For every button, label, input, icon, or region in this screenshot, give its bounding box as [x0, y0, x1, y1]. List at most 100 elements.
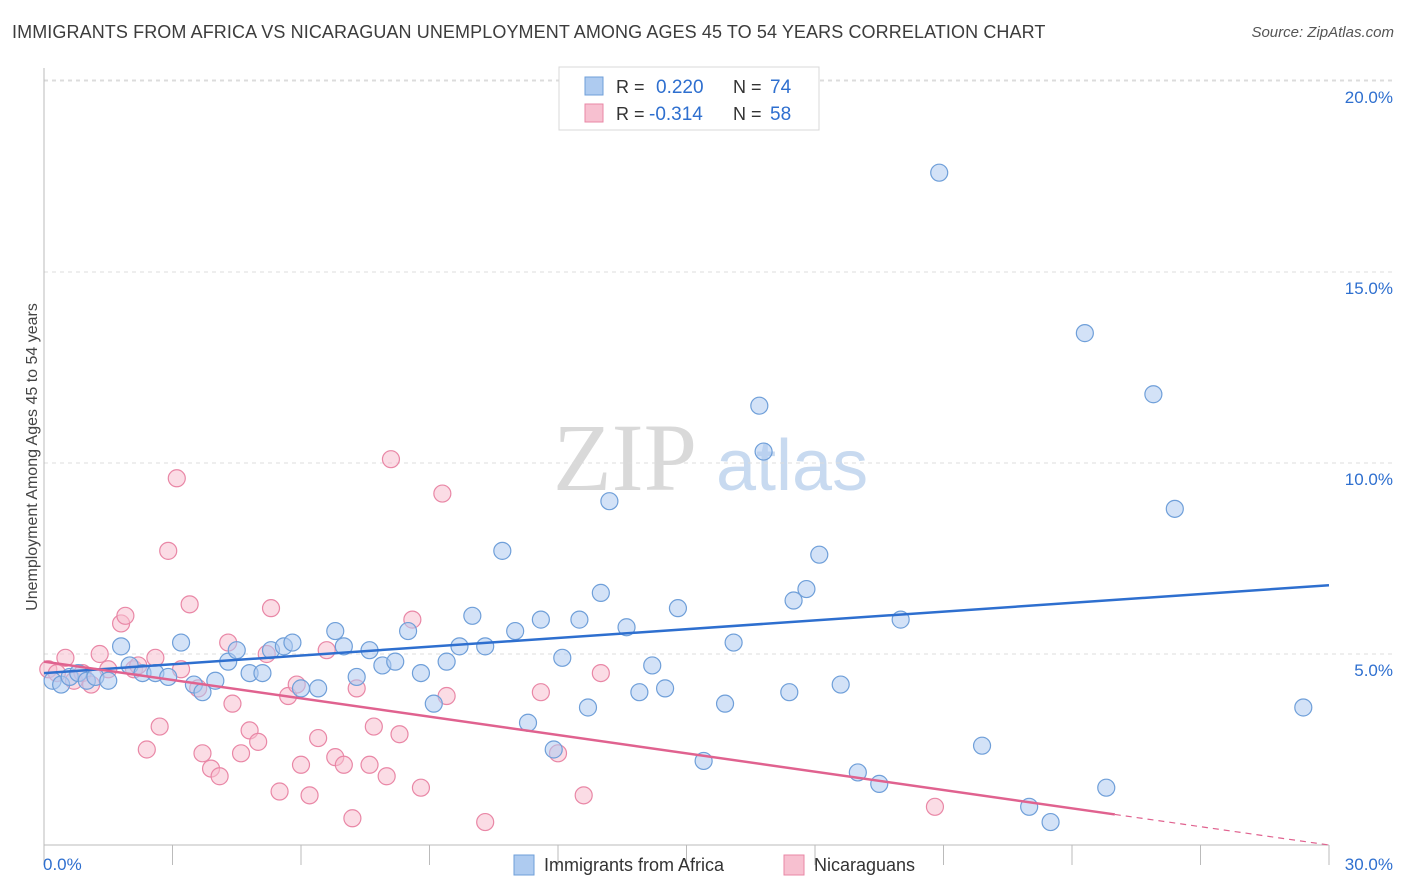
africa-point — [398, 621, 418, 641]
africa-point — [810, 545, 829, 564]
nicaraguan-point — [56, 648, 75, 667]
africa-point — [111, 637, 131, 656]
africa-point — [411, 663, 431, 683]
x-tick-label-max: 30.0% — [1345, 855, 1393, 874]
nicaraguan-point — [591, 663, 610, 683]
legend-swatch-nicaraguans — [783, 854, 805, 876]
nicaraguan-point — [291, 755, 311, 774]
nicaraguan-point — [116, 606, 135, 625]
stats-n-label-pink: N = — [733, 104, 762, 124]
nicaraguan-point — [381, 450, 401, 469]
stats-legend: R = 0.220 N = 74 R = -0.314 N = 58 — [558, 66, 820, 131]
africa-point — [1294, 698, 1313, 717]
africa-point — [930, 163, 949, 182]
africa-point — [630, 683, 649, 702]
nicaraguan-trend-line — [43, 660, 1116, 816]
nicaraguan-point — [317, 641, 336, 660]
stats-n-value-pink: 58 — [770, 104, 791, 125]
nicaraguan-point — [309, 728, 328, 748]
y-tick-labels: 5.0% 10.0% 15.0% 20.0% — [1345, 88, 1393, 680]
nicaraguan-point — [231, 744, 251, 763]
africa-point — [715, 694, 735, 713]
africa-point — [570, 610, 589, 629]
y-tick-label: 10.0% — [1345, 470, 1393, 489]
africa-point — [655, 679, 675, 698]
nicaraguan-point — [193, 744, 212, 763]
stats-r-value-pink: -0.314 — [649, 104, 703, 125]
africa-point — [253, 663, 272, 683]
stats-n-value-blue: 74 — [770, 77, 792, 98]
stats-n-label-blue: N = — [733, 77, 762, 97]
africa-point — [386, 652, 405, 671]
watermark-atlas: atlas — [716, 426, 868, 506]
africa-point — [159, 667, 178, 687]
nicaraguan-point — [531, 683, 550, 702]
nicaraguan-point — [90, 644, 109, 664]
africa-point — [1075, 324, 1094, 343]
africa-point — [309, 679, 328, 698]
africa-point — [347, 667, 366, 687]
africa-point — [283, 633, 302, 652]
nicaraguan-point — [150, 717, 169, 736]
africa-point — [463, 606, 482, 625]
nicaraguan-point — [433, 484, 452, 503]
nicaraguan-point — [364, 717, 383, 736]
legend-label-africa: Immigrants from Africa — [544, 855, 725, 875]
africa-point — [424, 694, 443, 713]
africa-point — [531, 610, 550, 629]
nicaraguan-point — [574, 786, 593, 805]
africa-point — [291, 679, 311, 698]
nicaraguan-point — [300, 786, 319, 805]
trend-lines — [43, 583, 1330, 846]
y-tick-label: 20.0% — [1345, 88, 1393, 107]
africa-point — [1165, 499, 1184, 518]
nicaraguan-point — [159, 541, 178, 560]
africa-point — [591, 583, 610, 602]
nicaraguan-point — [270, 782, 289, 801]
africa-point — [617, 618, 636, 637]
source-credit: Source: ZipAtlas.com — [1251, 24, 1394, 41]
y-axis-title: Unemployment Among Ages 45 to 54 years — [24, 303, 41, 611]
africa-point — [476, 637, 495, 656]
africa-point — [553, 648, 572, 667]
nicaraguan-point — [343, 809, 362, 828]
stats-r-value-blue: 0.220 — [656, 77, 704, 98]
africa-point — [754, 442, 773, 461]
africa-point — [600, 492, 619, 511]
africa-point — [797, 579, 816, 599]
africa-point — [326, 621, 345, 641]
africa-point — [780, 683, 799, 702]
nicaraguan-point — [210, 767, 229, 786]
stats-r-label-blue: R = — [616, 77, 645, 97]
stats-swatch-pink — [584, 103, 604, 123]
africa-point — [831, 675, 850, 694]
nicaraguan-point — [377, 767, 396, 786]
legend-swatch-africa — [513, 854, 535, 876]
africa-point — [643, 656, 662, 675]
nicaraguan-point — [180, 595, 199, 614]
nicaraguan-trend-extension — [1114, 813, 1330, 846]
y-tick-label: 15.0% — [1345, 279, 1393, 298]
y-tick-label: 5.0% — [1354, 661, 1393, 680]
africa-point — [1041, 812, 1060, 832]
nicaraguan-point — [925, 797, 945, 816]
africa-point — [334, 637, 353, 656]
watermark-zip: ZIP — [553, 404, 697, 511]
nicaraguan-point — [476, 812, 495, 832]
nicaraguan-point — [411, 778, 431, 797]
nicaraguan-point — [137, 740, 156, 759]
africa-point — [1144, 385, 1163, 404]
africa-point — [437, 652, 456, 671]
africa-point — [1097, 778, 1116, 797]
africa-point — [506, 621, 525, 641]
chart-title: IMMIGRANTS FROM AFRICA VS NICARAGUAN UNE… — [12, 22, 1046, 42]
series-legend: Immigrants from Africa Nicaraguans — [513, 854, 915, 876]
nicaraguan-point — [360, 755, 379, 774]
africa-trend-line — [43, 583, 1330, 675]
africa-point — [544, 740, 563, 759]
africa-point — [99, 671, 118, 690]
africa-point — [668, 599, 688, 618]
africa-point — [724, 633, 743, 652]
grid-lines — [44, 79, 1395, 655]
